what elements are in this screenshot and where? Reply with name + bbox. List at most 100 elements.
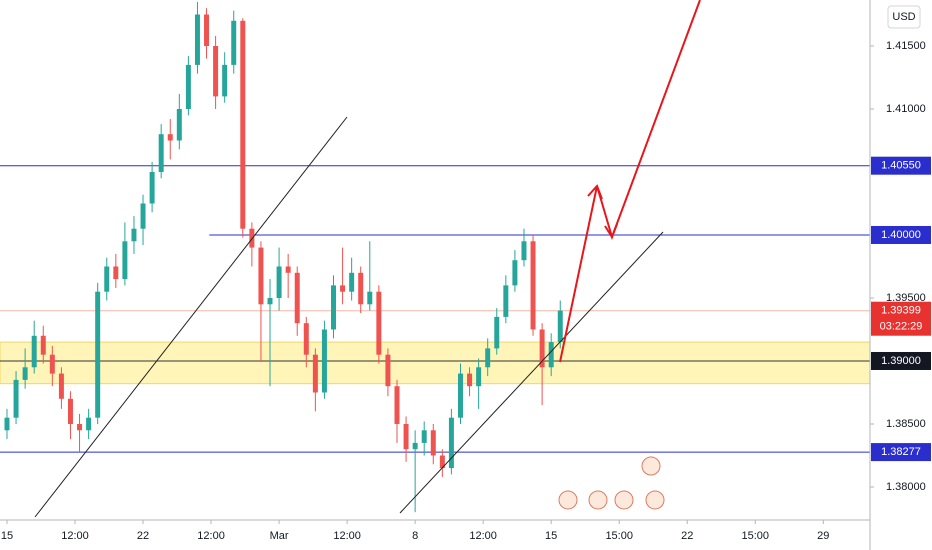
candle-body: [185, 64, 191, 109]
candle-body: [13, 379, 19, 418]
candle-body: [249, 228, 255, 248]
price-box: [871, 156, 931, 175]
candle-body: [321, 329, 327, 393]
candle-body: [276, 266, 282, 298]
candle-body: [521, 241, 527, 261]
y-tick-label: 1.38000: [886, 481, 926, 493]
candle-body: [530, 241, 536, 330]
y-tick-label: 1.38500: [886, 418, 926, 430]
candle-body: [267, 297, 273, 305]
candle-body: [95, 291, 101, 418]
currency-box[interactable]: [887, 5, 921, 29]
candle-body: [86, 417, 92, 431]
candle-body: [140, 203, 146, 229]
x-tick-label: 12:00: [469, 530, 497, 542]
trend-line: [34, 116, 348, 518]
candle-body: [412, 442, 418, 450]
candle-body: [222, 64, 228, 97]
candle-body: [240, 20, 246, 229]
candle-body: [485, 348, 491, 368]
candle-body: [476, 367, 482, 387]
candle-body: [158, 134, 164, 172]
candle-body: [167, 134, 173, 141]
price-axis: [870, 0, 932, 550]
countdown-label: 03:22:29: [880, 321, 923, 333]
candle-body: [548, 342, 554, 368]
candle-body: [539, 329, 545, 368]
candle-body: [403, 423, 409, 450]
candle-body: [557, 310, 563, 343]
candle-body: [285, 266, 291, 273]
candle-body: [49, 354, 55, 374]
candle-body: [512, 260, 518, 286]
candle-body: [430, 430, 436, 456]
event-icon: [558, 490, 578, 510]
candle-body: [503, 285, 509, 317]
y-tick-label: 1.41500: [886, 40, 926, 52]
x-tick-label: Mar: [270, 530, 289, 542]
candle-body: [204, 14, 210, 46]
trend-line: [399, 231, 664, 514]
candle-body: [358, 272, 364, 305]
candle-body: [231, 20, 237, 65]
x-tick-label: 22: [681, 530, 693, 542]
time-axis: [0, 520, 870, 550]
candle-body: [258, 247, 264, 305]
candle-body: [376, 291, 382, 355]
candle-body: [303, 323, 309, 355]
candle-body: [77, 423, 83, 431]
price-box: [871, 351, 931, 370]
x-tick-label: 22: [137, 530, 149, 542]
y-tick-label: 1.41000: [886, 103, 926, 115]
candle-body: [194, 14, 200, 65]
candle-body: [104, 266, 110, 292]
x-tick-label: 15: [545, 530, 557, 542]
event-icon: [641, 456, 661, 476]
event-icon: [588, 490, 608, 510]
candle-body: [439, 455, 445, 469]
arrow-head: [604, 223, 618, 240]
x-tick-label: 8: [412, 530, 418, 542]
event-icon: [645, 490, 665, 510]
candle-body: [457, 373, 463, 418]
x-tick-label: 15: [1, 530, 13, 542]
candle-body: [448, 417, 454, 469]
x-tick-label: 12:00: [333, 530, 361, 542]
x-tick-label: 12:00: [61, 530, 89, 542]
zone-layer: [0, 341, 871, 385]
candle-body: [213, 45, 219, 97]
candle-body: [331, 285, 337, 330]
candle-body: [467, 373, 473, 387]
candle-layer: [4, 1, 563, 513]
candle-body: [122, 241, 128, 280]
candle-body: [312, 354, 318, 393]
price-label: 1.40000: [881, 229, 921, 241]
candle-body: [367, 291, 373, 305]
candle-body: [385, 354, 391, 387]
currency-label: USD: [892, 11, 915, 23]
event-icons: [558, 456, 665, 510]
price-label: 1.38277: [881, 446, 921, 458]
arrow-head: [587, 184, 603, 200]
candle-body: [494, 316, 500, 349]
event-icon: [614, 490, 634, 510]
candle-body: [113, 266, 119, 280]
support-zone: [0, 341, 871, 385]
price-box: [871, 301, 931, 336]
candle-body: [22, 367, 28, 380]
candle-body: [349, 272, 355, 292]
candle-body: [421, 430, 427, 443]
candle-body: [67, 398, 73, 424]
candle-body: [131, 228, 137, 242]
candle-body: [31, 335, 37, 368]
price-box: [871, 225, 931, 244]
price-box: [871, 443, 931, 462]
price-label: 1.40550: [881, 160, 921, 172]
x-tick-label: 12:00: [197, 530, 225, 542]
candle-body: [149, 171, 155, 204]
x-tick-label: 15:00: [741, 530, 769, 542]
candle-body: [340, 285, 346, 292]
candle-body: [58, 373, 64, 399]
